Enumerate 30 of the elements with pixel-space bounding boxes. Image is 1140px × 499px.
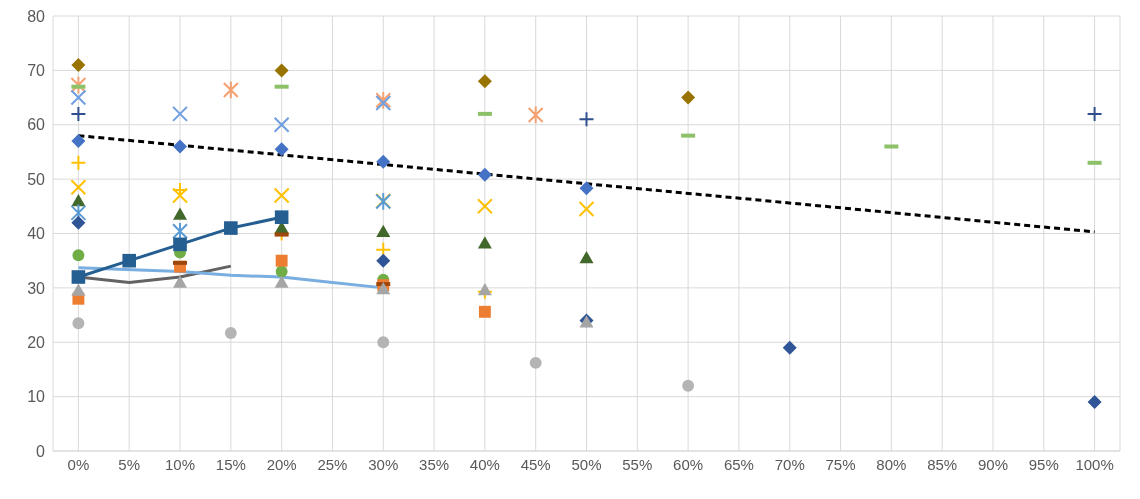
x-tick-label: 100% — [1075, 455, 1114, 473]
x-tick-label: 30% — [368, 455, 399, 473]
x-tick-label: 65% — [723, 455, 754, 473]
x-tick-label: 10% — [165, 455, 196, 473]
x-tick-label: 80% — [876, 455, 907, 473]
x-tick-label: 0% — [67, 455, 90, 473]
y-tick-label: 70 — [27, 62, 46, 80]
x-tick-label: 25% — [317, 455, 348, 473]
x-tick-label: 90% — [977, 455, 1008, 473]
x-tick-label: 55% — [622, 455, 653, 473]
y-tick-label: 10 — [27, 388, 46, 406]
y-tick-label: 40 — [27, 225, 46, 243]
x-tick-label: 75% — [825, 455, 856, 473]
x-tick-label: 5% — [118, 455, 141, 473]
x-tick-label: 50% — [571, 455, 602, 473]
y-tick-label: 60 — [27, 116, 46, 134]
x-tick-label: 35% — [419, 455, 450, 473]
x-tick-label: 20% — [266, 455, 297, 473]
y-tick-label: 0 — [36, 442, 46, 460]
y-tick-label: 50 — [27, 170, 46, 188]
y-tick-label: 80 — [27, 7, 46, 25]
x-tick-label: 40% — [469, 455, 500, 473]
x-tick-label: 45% — [520, 455, 551, 473]
y-tick-label: 20 — [27, 333, 46, 351]
x-tick-label: 95% — [1028, 455, 1059, 473]
x-tick-label: 85% — [927, 455, 958, 473]
x-tick-label: 60% — [673, 455, 704, 473]
y-tick-label: 30 — [27, 279, 46, 297]
x-tick-label: 15% — [215, 455, 246, 473]
x-tick-label: 70% — [774, 455, 805, 473]
